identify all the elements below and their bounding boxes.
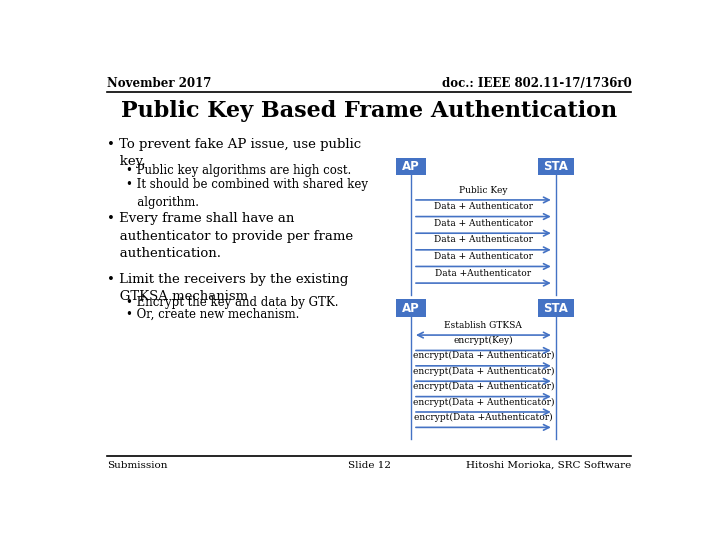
Text: Data + Authenticator: Data + Authenticator	[434, 219, 533, 228]
Text: Data + Authenticator: Data + Authenticator	[434, 252, 533, 261]
Text: • Encrypt the key and data by GTK.: • Encrypt the key and data by GTK.	[126, 296, 339, 309]
Text: • Limit the receivers by the existing
   GTKSA mechanism: • Limit the receivers by the existing GT…	[107, 273, 348, 303]
Text: encrypt(Data +Authenticator): encrypt(Data +Authenticator)	[414, 413, 553, 422]
Text: Public Key: Public Key	[459, 186, 508, 194]
Text: Data + Authenticator: Data + Authenticator	[434, 235, 533, 245]
Text: encrypt(Data + Authenticator): encrypt(Data + Authenticator)	[413, 397, 554, 407]
Text: doc.: IEEE 802.11-17/1736r0: doc.: IEEE 802.11-17/1736r0	[441, 77, 631, 90]
Text: AP: AP	[402, 160, 420, 173]
Text: Data +Authenticator: Data +Authenticator	[436, 269, 531, 278]
Text: encrypt(Data + Authenticator): encrypt(Data + Authenticator)	[413, 352, 554, 360]
Text: Data + Authenticator: Data + Authenticator	[434, 202, 533, 211]
Text: Establish GTKSA: Establish GTKSA	[444, 321, 522, 329]
Text: encrypt(Data + Authenticator): encrypt(Data + Authenticator)	[413, 382, 554, 391]
Text: • Every frame shall have an
   authenticator to provide per frame
   authenticat: • Every frame shall have an authenticato…	[107, 212, 353, 260]
FancyBboxPatch shape	[395, 158, 426, 176]
Text: • It should be combined with shared key
   algorithm.: • It should be combined with shared key …	[126, 178, 368, 209]
Text: • To prevent fake AP issue, use public
   key.: • To prevent fake AP issue, use public k…	[107, 138, 361, 168]
Text: STA: STA	[544, 160, 568, 173]
FancyBboxPatch shape	[538, 158, 574, 176]
FancyBboxPatch shape	[395, 299, 426, 317]
Text: • Public key algorithms are high cost.: • Public key algorithms are high cost.	[126, 164, 351, 177]
Text: encrypt(Key): encrypt(Key)	[454, 336, 513, 345]
Text: STA: STA	[544, 301, 568, 314]
Text: Hitoshi Morioka, SRC Software: Hitoshi Morioka, SRC Software	[466, 461, 631, 470]
Text: Public Key Based Frame Authentication: Public Key Based Frame Authentication	[121, 99, 617, 122]
Text: AP: AP	[402, 301, 420, 314]
FancyBboxPatch shape	[538, 299, 574, 317]
Text: Submission: Submission	[107, 461, 167, 470]
Text: encrypt(Data + Authenticator): encrypt(Data + Authenticator)	[413, 367, 554, 376]
Text: Slide 12: Slide 12	[348, 461, 390, 470]
Text: • Or, create new mechanism.: • Or, create new mechanism.	[126, 308, 300, 321]
Text: November 2017: November 2017	[107, 77, 211, 90]
